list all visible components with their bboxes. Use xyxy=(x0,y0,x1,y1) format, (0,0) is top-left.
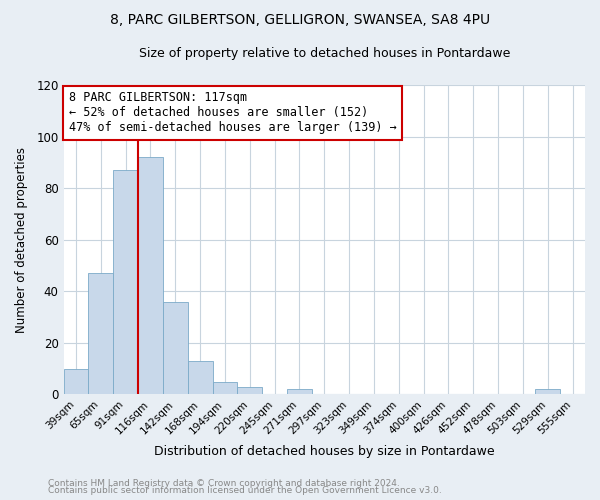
Text: 8, PARC GILBERTSON, GELLIGRON, SWANSEA, SA8 4PU: 8, PARC GILBERTSON, GELLIGRON, SWANSEA, … xyxy=(110,12,490,26)
X-axis label: Distribution of detached houses by size in Pontardawe: Distribution of detached houses by size … xyxy=(154,444,494,458)
Bar xyxy=(212,382,238,394)
Title: Size of property relative to detached houses in Pontardawe: Size of property relative to detached ho… xyxy=(139,48,510,60)
Text: Contains public sector information licensed under the Open Government Licence v3: Contains public sector information licen… xyxy=(48,486,442,495)
Y-axis label: Number of detached properties: Number of detached properties xyxy=(15,147,28,333)
Bar xyxy=(113,170,138,394)
Bar xyxy=(238,386,262,394)
Text: 8 PARC GILBERTSON: 117sqm
← 52% of detached houses are smaller (152)
47% of semi: 8 PARC GILBERTSON: 117sqm ← 52% of detac… xyxy=(69,92,397,134)
Bar xyxy=(138,158,163,394)
Bar xyxy=(88,274,113,394)
Text: Contains HM Land Registry data © Crown copyright and database right 2024.: Contains HM Land Registry data © Crown c… xyxy=(48,478,400,488)
Bar xyxy=(163,302,188,394)
Bar xyxy=(535,390,560,394)
Bar xyxy=(64,368,88,394)
Bar xyxy=(188,361,212,394)
Bar xyxy=(287,390,312,394)
